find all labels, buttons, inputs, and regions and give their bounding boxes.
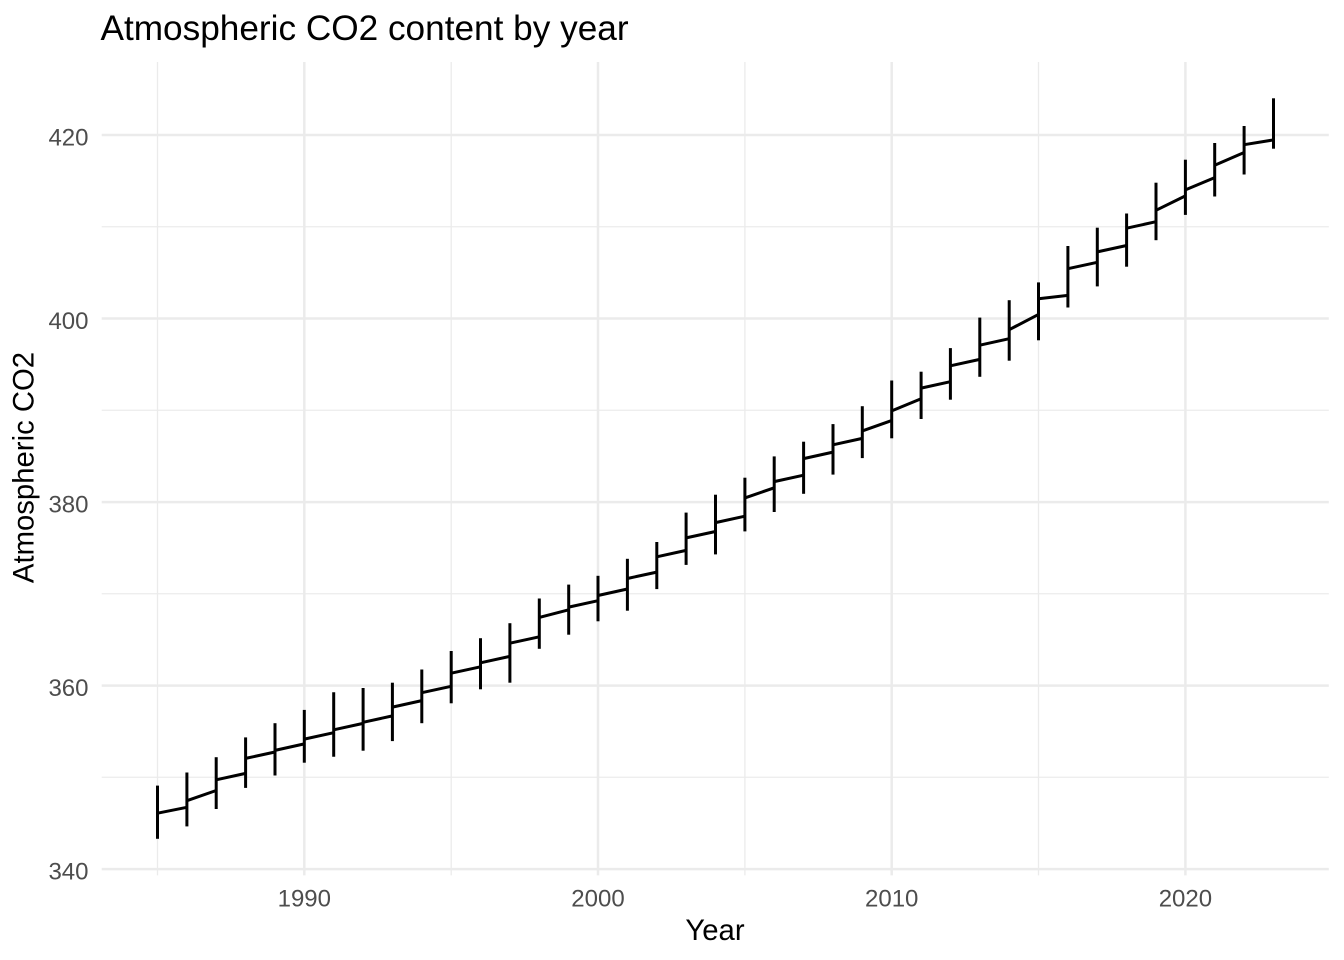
- svg-text:400: 400: [48, 308, 88, 335]
- svg-text:2010: 2010: [865, 885, 918, 912]
- svg-text:2000: 2000: [571, 885, 624, 912]
- svg-text:2020: 2020: [1159, 885, 1212, 912]
- svg-text:Atmospheric CO2 content by yea: Atmospheric CO2 content by year: [101, 9, 629, 48]
- svg-text:380: 380: [48, 492, 88, 519]
- svg-text:1990: 1990: [278, 885, 331, 912]
- svg-text:360: 360: [48, 675, 88, 702]
- svg-text:340: 340: [48, 859, 88, 886]
- svg-text:420: 420: [48, 125, 88, 152]
- svg-text:Year: Year: [685, 914, 744, 947]
- svg-text:Atmospheric CO2: Atmospheric CO2: [7, 352, 40, 583]
